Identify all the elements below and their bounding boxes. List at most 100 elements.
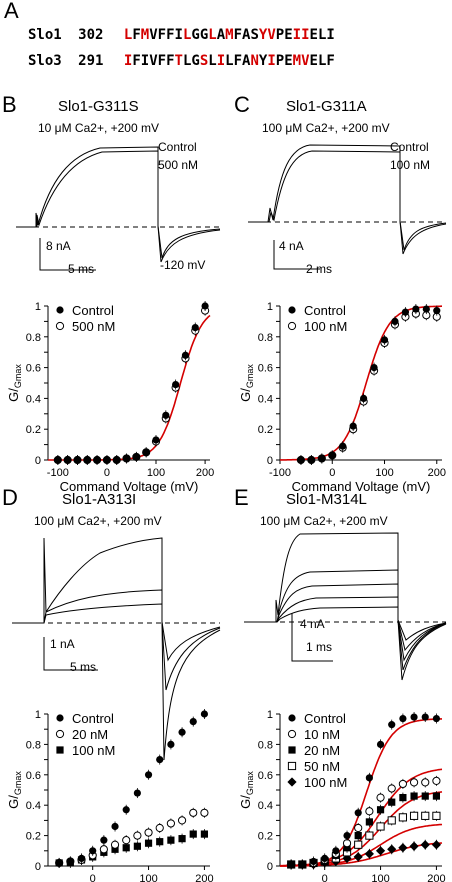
data-point [177, 816, 187, 825]
scale-bar [291, 613, 333, 662]
data-point [342, 853, 352, 863]
data-point [133, 842, 141, 850]
data-point [365, 818, 373, 826]
data-point [83, 456, 91, 464]
panel-c-title: Slo1-G311A [286, 98, 367, 115]
data-point [432, 811, 441, 820]
panel-b-condition: 10 μM Ca2+, +200 mV [38, 121, 159, 135]
data-point [152, 436, 160, 444]
legend-label: 100 nM [304, 319, 347, 334]
residue: E [284, 27, 293, 43]
panel-c-condition: 100 μM Ca2+, +200 mV [262, 121, 390, 135]
data-point [133, 831, 142, 840]
data-point [365, 807, 374, 816]
panel-label-b: B [2, 92, 17, 117]
residue: A [242, 27, 251, 43]
data-point [376, 822, 385, 831]
legend-marker [288, 746, 296, 754]
fit-curve [48, 314, 211, 461]
scale-y-label: 8 nA [46, 239, 71, 253]
data-point [189, 808, 198, 817]
legend-marker [287, 777, 297, 787]
data-point [93, 456, 101, 464]
data-point [181, 351, 190, 359]
residue: M [225, 27, 234, 43]
data-point [387, 816, 396, 825]
data-point [122, 806, 130, 814]
data-point [354, 832, 362, 840]
residue: I [140, 53, 150, 69]
legend-marker [55, 321, 65, 331]
y-tick-label: 0.8 [258, 332, 273, 344]
legend-marker [287, 729, 297, 739]
y-tick-label: 1 [35, 301, 41, 313]
data-point [409, 778, 419, 787]
residue: I [174, 27, 183, 43]
panel-e-title: Slo1-M314L [286, 491, 367, 508]
y-tick-label: 0 [267, 861, 273, 873]
residue: M [292, 53, 302, 69]
y-axis-label-subscript: Gmax [13, 364, 23, 389]
residue: V [149, 53, 158, 69]
residue: P [275, 53, 285, 69]
x-tick-label: 100 [147, 467, 165, 479]
scale-x-label: 1 ms [306, 640, 333, 654]
data-point [343, 832, 351, 840]
residue: L [123, 27, 133, 43]
y-tick-label: 0 [35, 455, 41, 467]
data-point [421, 713, 429, 721]
legend-marker [288, 714, 296, 722]
data-point [55, 859, 63, 867]
residue: L [225, 53, 234, 69]
panel-e-condition: 100 μM Ca2+, +200 mV [260, 514, 388, 528]
data-point [353, 852, 363, 862]
legend-marker [287, 761, 297, 771]
scale-bar [273, 240, 320, 270]
residue: I [123, 53, 133, 69]
current-trace [248, 150, 447, 255]
data-point [421, 778, 430, 787]
x-tick-label: 0 [322, 873, 328, 882]
data-point [172, 380, 180, 389]
trace-label-conc: 500 nM [158, 158, 199, 172]
data-point [399, 714, 407, 723]
data-point [376, 806, 385, 814]
data-point [412, 305, 420, 313]
seq-residues: LFMVFFILGGLAMFASYVPEIIELI [124, 27, 335, 43]
data-point [156, 756, 164, 764]
data-point [370, 364, 378, 372]
residue: S [250, 27, 259, 43]
residue: Y [258, 53, 268, 69]
residue: A [242, 53, 251, 69]
scale-y-label: 4 nA [300, 617, 325, 631]
data-point [200, 710, 209, 718]
current-trace [244, 532, 447, 681]
y-tick-label: 0.8 [258, 739, 273, 751]
data-point [189, 718, 197, 726]
panel-label-c: C [234, 92, 250, 117]
residue: F [233, 53, 243, 69]
y-tick-label: 0.6 [26, 770, 41, 782]
data-point [365, 831, 374, 840]
seq-residues: IFIVFFTLGSLILFANYIPEMVELF [124, 53, 335, 69]
legend-label: 20 nM [72, 727, 108, 742]
data-point [409, 811, 419, 820]
data-point [178, 835, 186, 843]
residue: G [191, 53, 200, 69]
residue: F [233, 27, 243, 43]
panel-label-a: A [4, 0, 19, 23]
legend-marker [56, 746, 64, 754]
legend-label: 50 nM [304, 759, 340, 774]
data-point [401, 308, 410, 316]
residue: F [166, 53, 175, 69]
data-point [297, 456, 305, 464]
data-point [421, 811, 430, 820]
data-point [122, 454, 131, 463]
data-point [328, 451, 336, 459]
traces-e [244, 532, 447, 681]
x-tick-label: 0 [90, 873, 96, 882]
data-point [432, 792, 441, 800]
data-point [349, 422, 357, 430]
data-point [144, 771, 153, 779]
residue: A [216, 27, 226, 43]
